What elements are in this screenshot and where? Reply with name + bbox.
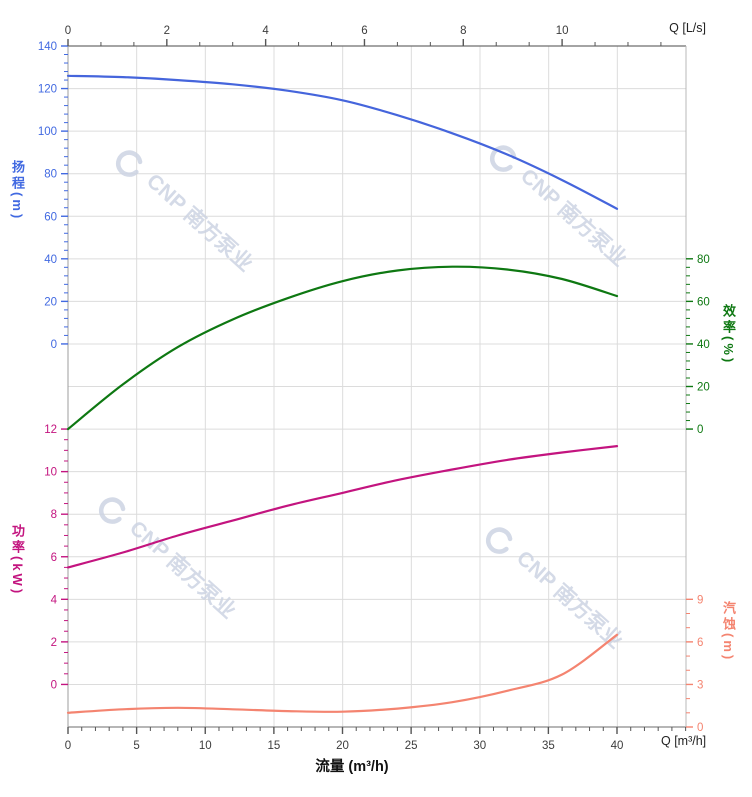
head-tick-label: 120 xyxy=(38,84,57,96)
bottom-tick-label: 30 xyxy=(473,740,486,752)
bottom-tick-label: 0 xyxy=(65,740,71,752)
head-tick-label: 20 xyxy=(44,296,57,308)
npsh-tick-label: 9 xyxy=(697,594,703,606)
cnp-logo-icon xyxy=(485,527,513,554)
head-tick-label: 40 xyxy=(44,254,57,266)
flow-axis-title: 流量 (m³/h) xyxy=(315,759,389,775)
power-tick-label: 8 xyxy=(51,509,57,521)
npsh-axis-title: 汽蚀(m) xyxy=(721,601,736,663)
efficiency-curve xyxy=(66,265,619,431)
head-tick-label: 140 xyxy=(38,41,57,53)
top-tick-label: 4 xyxy=(262,25,269,37)
head-curve xyxy=(66,74,619,210)
efficiency-tick-label: 40 xyxy=(697,339,710,351)
bottom-tick-label: 10 xyxy=(199,740,212,752)
efficiency-axis: 80 60 40 20 0 xyxy=(686,254,710,436)
head-axis-title: 扬程(m) xyxy=(10,160,25,222)
watermark: CNP 南方泵业 xyxy=(115,150,258,276)
top-tick-label: 0 xyxy=(65,25,71,37)
npsh-tick-label: 3 xyxy=(697,679,703,691)
head-tick-label: 60 xyxy=(44,211,57,223)
efficiency-tick-label: 80 xyxy=(697,254,710,266)
watermarks: CNP 南方泵业 CNP 南方泵业 CNP 南方泵业 CNP 南方泵业 xyxy=(98,145,632,653)
cnp-logo-icon xyxy=(115,150,143,177)
power-axis: 12 10 8 6 4 2 0 xyxy=(44,424,68,691)
power-tick-label: 2 xyxy=(51,637,57,649)
power-tick-label: 0 xyxy=(51,679,57,691)
gridlines xyxy=(68,46,686,727)
power-tick-label: 12 xyxy=(44,424,57,436)
efficiency-tick-label: 0 xyxy=(697,424,703,436)
watermark-text: CNP 南方泵业 xyxy=(125,516,240,623)
bottom-axis-unit-title: Q [m³/h] xyxy=(661,734,707,748)
bottom-tick-label: 40 xyxy=(611,740,624,752)
power-axis-title: 功率(kW) xyxy=(10,524,25,597)
power-tick-label: 4 xyxy=(51,594,58,606)
watermark-text: CNP 南方泵业 xyxy=(516,164,631,271)
watermark: CNP 南方泵业 xyxy=(98,497,241,623)
efficiency-tick-label: 20 xyxy=(697,382,710,394)
top-tick-label: 8 xyxy=(460,25,466,37)
npsh-axis: 9 6 3 0 xyxy=(686,594,703,734)
curves xyxy=(66,74,619,714)
cnp-logo-icon xyxy=(98,497,126,524)
head-axis: 140 120 100 80 60 40 20 0 xyxy=(38,41,68,351)
top-axis: 0 2 4 6 8 10 xyxy=(65,25,662,46)
npsh-curve xyxy=(66,633,619,714)
top-tick-label: 2 xyxy=(164,25,170,37)
power-tick-label: 10 xyxy=(44,467,57,479)
power-tick-label: 6 xyxy=(51,552,57,564)
power-curve xyxy=(66,445,619,569)
watermark: CNP 南方泵业 xyxy=(485,527,628,653)
efficiency-tick-label: 60 xyxy=(697,296,710,308)
watermark: CNP 南方泵业 xyxy=(489,145,632,271)
top-tick-label: 6 xyxy=(361,25,367,37)
npsh-tick-label: 6 xyxy=(697,637,703,649)
head-tick-label: 100 xyxy=(38,126,57,138)
bottom-tick-label: 35 xyxy=(542,740,555,752)
efficiency-axis-title: 效率(%) xyxy=(721,304,736,366)
top-axis-unit-title: Q [L/s] xyxy=(669,21,706,35)
head-tick-label: 80 xyxy=(44,169,57,181)
watermark-text: CNP 南方泵业 xyxy=(142,169,257,276)
bottom-axis: 0 5 10 15 20 25 30 35 40 xyxy=(65,727,687,752)
cnp-logo-icon xyxy=(489,145,517,172)
head-tick-label: 0 xyxy=(51,339,57,351)
bottom-tick-label: 5 xyxy=(133,740,139,752)
npsh-tick-label: 0 xyxy=(697,722,703,734)
top-tick-label: 10 xyxy=(556,25,569,37)
bottom-tick-label: 25 xyxy=(405,740,418,752)
bottom-tick-label: 20 xyxy=(336,740,349,752)
bottom-tick-label: 15 xyxy=(267,740,280,752)
